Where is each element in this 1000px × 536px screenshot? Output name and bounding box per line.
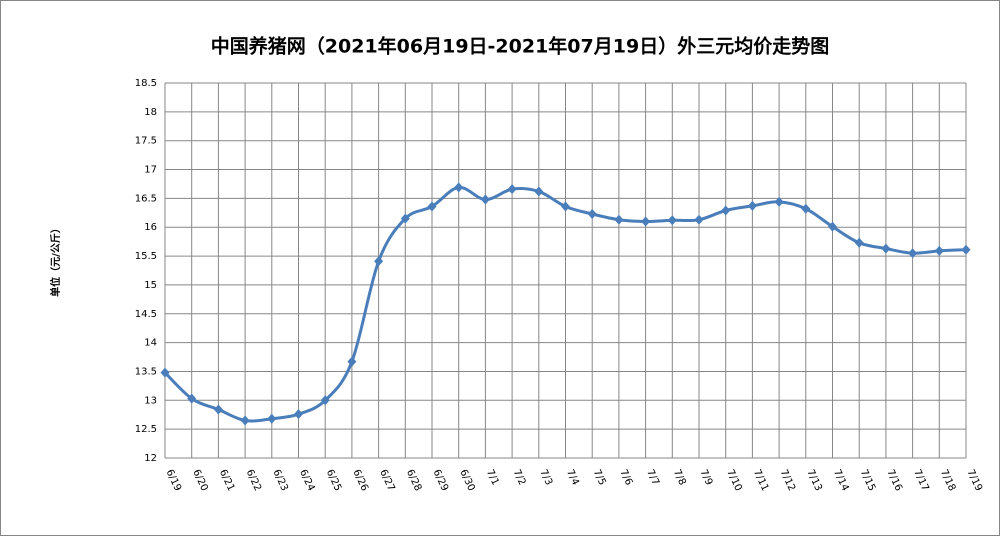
y-tick-label: 18	[144, 107, 157, 118]
data-point	[294, 409, 303, 420]
data-point	[213, 404, 223, 415]
y-tick-label: 12.5	[135, 424, 157, 435]
data-point	[881, 243, 891, 254]
data-point	[534, 186, 544, 197]
y-tick-label: 18.5	[135, 78, 157, 89]
data-point	[454, 182, 464, 193]
y-tick-label: 16	[144, 222, 157, 233]
data-point	[240, 415, 250, 426]
data-point	[694, 214, 704, 225]
data-point	[614, 214, 624, 225]
y-tick-label: 13	[144, 395, 157, 406]
data-point	[908, 248, 918, 259]
y-tick-label: 15.5	[135, 251, 157, 262]
data-point	[400, 213, 410, 224]
data-point	[374, 256, 384, 267]
y-tick-label: 16.5	[135, 193, 157, 204]
data-point	[721, 205, 731, 216]
data-point	[480, 194, 490, 205]
data-point	[320, 395, 330, 406]
data-point	[160, 367, 170, 378]
y-axis-label: 单位（元/公斤）	[49, 223, 62, 297]
y-tick-label: 14	[144, 338, 157, 349]
y-tick-label: 12	[144, 453, 157, 464]
data-point	[774, 196, 784, 207]
data-point	[507, 184, 517, 195]
y-tick-label: 15	[144, 280, 157, 291]
y-tick-label: 17.5	[135, 136, 157, 147]
data-point	[961, 244, 971, 255]
data-point	[801, 203, 811, 214]
y-tick-label: 14.5	[135, 309, 157, 320]
y-tick-label: 13.5	[135, 366, 157, 377]
data-point	[187, 393, 197, 404]
data-point	[934, 245, 944, 256]
data-point	[747, 200, 757, 211]
data-point	[267, 413, 277, 424]
data-point	[587, 208, 597, 219]
y-tick-label: 17	[144, 165, 157, 176]
chart-title: 中国养猪网（2021年06月19日-2021年07月19日）外三元均价走势图	[211, 35, 829, 58]
data-point	[828, 221, 837, 232]
data-point	[561, 201, 570, 212]
data-point	[641, 216, 651, 227]
data-point	[854, 237, 864, 248]
data-point	[347, 356, 357, 367]
data-point	[667, 215, 677, 226]
data-point	[427, 201, 437, 212]
